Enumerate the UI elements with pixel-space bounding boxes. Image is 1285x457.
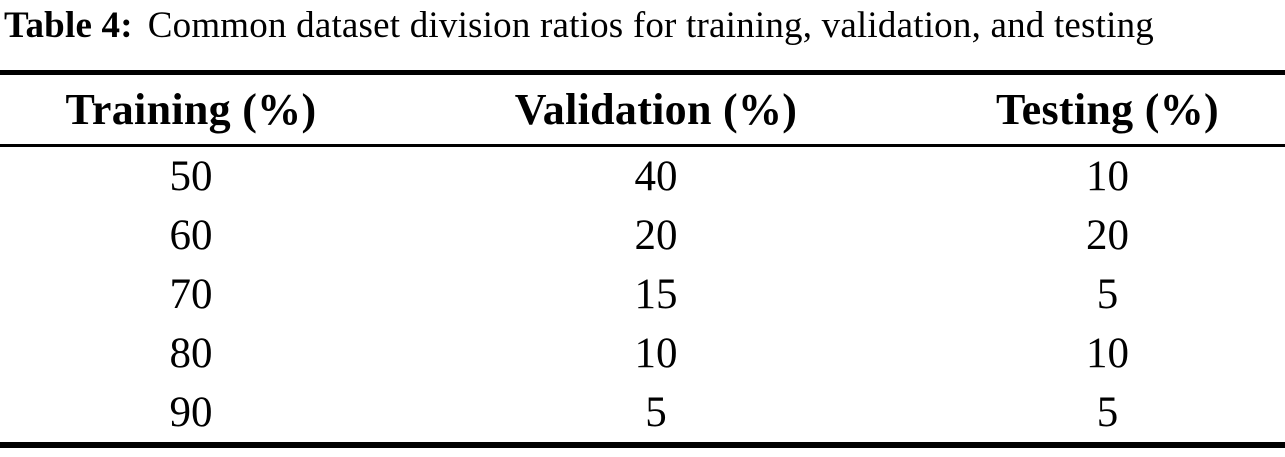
table-cell-testing: 20: [1086, 212, 1129, 259]
table-caption-number: Table 4:: [4, 5, 133, 46]
table-caption: Table 4: Common dataset division ratios f…: [4, 0, 1285, 52]
table-cell-testing: 5: [1096, 389, 1119, 436]
table-cell-validation: 15: [634, 271, 678, 318]
table-cell-validation: 5: [645, 389, 667, 436]
table-row: 70 15 5: [0, 265, 1285, 324]
table-cell-validation: 10: [634, 330, 678, 377]
table-cell-testing: 10: [1086, 330, 1129, 377]
table-row: 60 20 20: [0, 206, 1285, 265]
column-header-testing: Testing (%): [930, 72, 1285, 147]
table-cell-validation: 40: [634, 153, 678, 200]
table-cell-training: 60: [169, 212, 213, 259]
table-cell-training: 80: [169, 330, 213, 377]
dataset-division-table: Training (%) Validation (%) Testing (%) …: [0, 70, 1285, 448]
table-cell-training: 70: [169, 271, 213, 318]
table-header-row: Training (%) Validation (%) Testing (%): [0, 72, 1285, 147]
table-row: 80 10 10: [0, 324, 1285, 383]
table-row: 50 40 10: [0, 146, 1285, 207]
table-caption-text: Common dataset division ratios for train…: [147, 5, 1155, 46]
table-cell-testing: 5: [1096, 271, 1119, 318]
column-header-training: Training (%): [0, 72, 382, 147]
table-cell-validation: 20: [634, 212, 678, 259]
column-header-validation: Validation (%): [382, 72, 930, 147]
table-cell-training: 50: [169, 153, 213, 200]
table-row: 90 5 5: [0, 383, 1285, 445]
table-cell-testing: 10: [1086, 153, 1129, 200]
table-cell-training: 90: [169, 389, 213, 436]
